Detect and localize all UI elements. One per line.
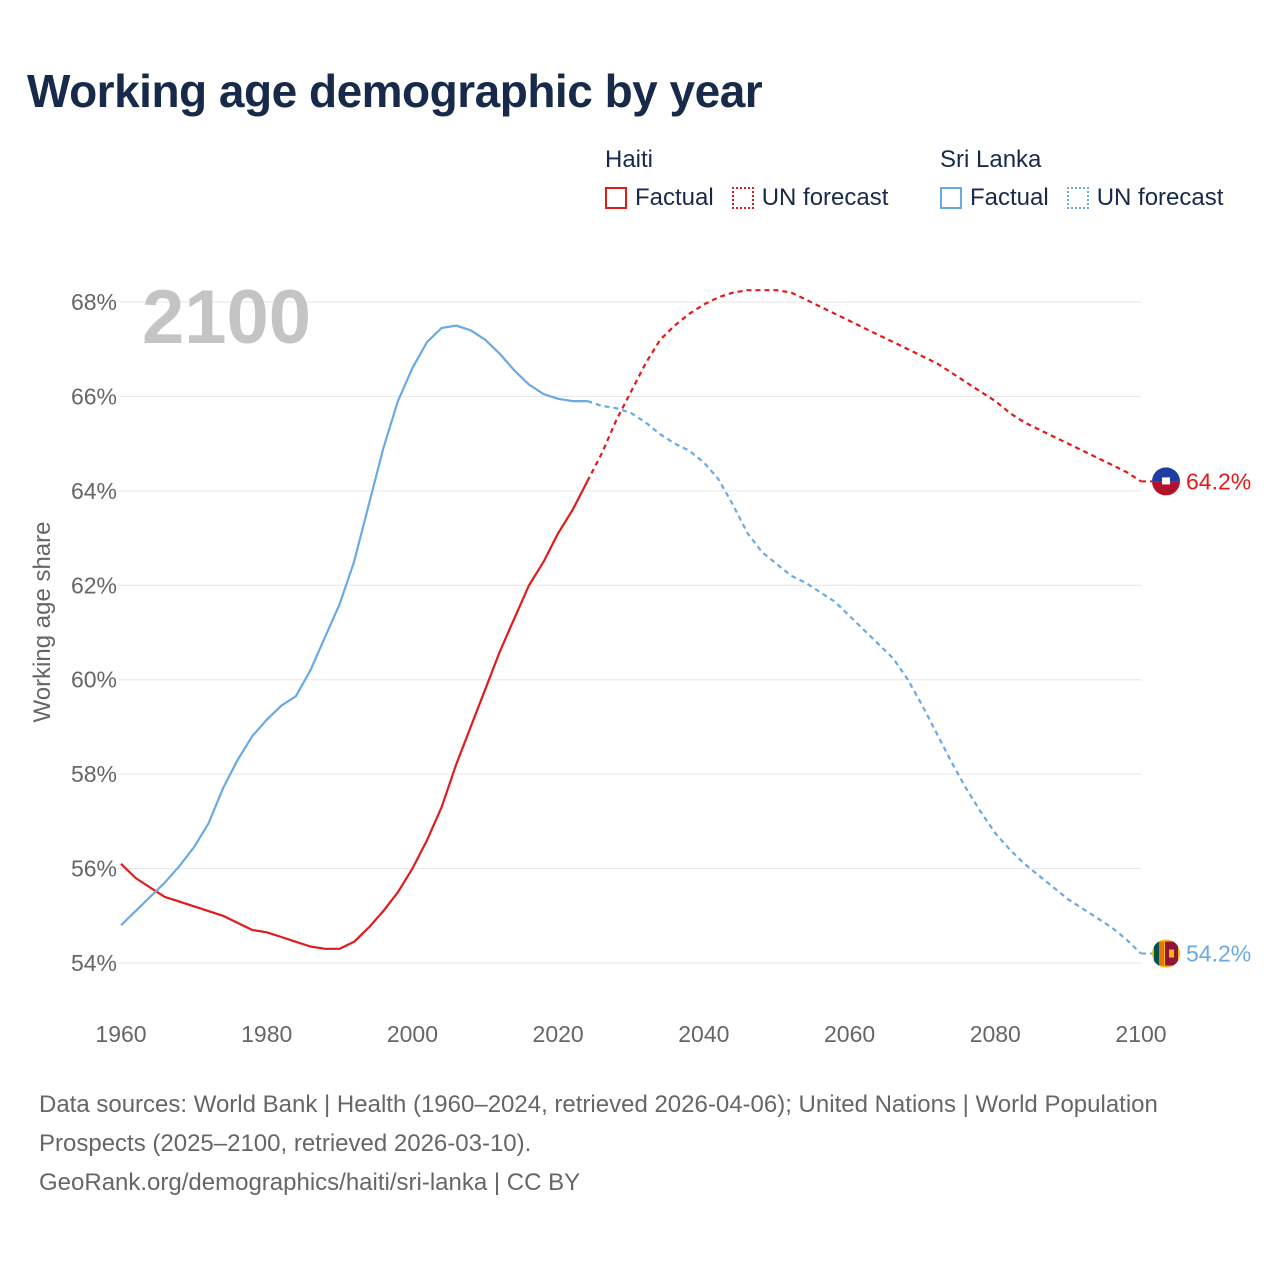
x-tick-label: 1980 [241,1021,292,1047]
sources-text: Data sources: World Bank | Health (1960–… [39,1091,1158,1157]
legend-item-sri-lanka-forecast[interactable]: UN forecast [1066,184,1224,212]
flag-lion [1169,949,1174,958]
y-tick-label: 66% [71,383,117,409]
series-line-sri-lanka-forecast [586,400,1142,955]
legend-swatch-sri-lanka-factual [940,187,962,209]
data-sources: Data sources: World Bank | Health (1960–… [39,1085,1219,1202]
year-watermark: 2100 [142,275,311,360]
sources-link[interactable]: GeoRank.org/demographics/haiti/sri-lanka… [39,1169,581,1196]
legend-group-haiti: Haiti Factual UN forecast [605,143,906,212]
flag-stripe [1159,941,1164,966]
x-tick-label: 2100 [1115,1021,1166,1047]
legend-swatch-haiti-factual [605,187,627,209]
flag-body [1152,467,1180,496]
chart-title: Working age demographic by year [27,65,763,117]
legend-label: Factual [635,184,714,211]
y-tick-label: 64% [71,478,117,504]
series-end-markers: 64.2% 54.2% [1141,467,1251,968]
x-tick-label: 2020 [533,1021,584,1047]
series-line-haiti-factual [120,480,589,950]
y-tick-label: 58% [71,761,117,787]
gridlines [118,301,1141,964]
legend-label: UN forecast [1096,184,1224,211]
haiti-flag-icon [1152,467,1180,496]
flag-body [1152,939,1180,968]
y-tick-label: 68% [71,289,117,315]
flag-emblem [1162,477,1170,485]
series-end-label: 54.2% [1186,941,1251,967]
legend-swatch-haiti-forecast [731,187,754,209]
legend-item-haiti-forecast[interactable]: UN forecast [731,184,889,212]
legend-group-name: Haiti [605,146,654,173]
legend-group-sri-lanka: Sri Lanka Factual UN forecast [940,143,1241,212]
flag-stripe [1154,941,1159,966]
x-tick-label: 2060 [824,1021,875,1047]
legend-swatch-sri-lanka-forecast [1066,187,1089,209]
series-line-haiti-forecast [586,289,1142,483]
legend-label: UN forecast [761,184,889,211]
flag-stripe [1152,481,1180,496]
series-lines [120,289,1142,955]
legend-item-haiti-factual[interactable]: Factual [605,184,714,212]
legend-item-sri-lanka-factual[interactable]: Factual [940,184,1049,212]
x-axis-ticks: 1960 1980 2000 2020 2040 2060 2080 2100 [95,1021,1166,1047]
legend-group-name: Sri Lanka [940,146,1042,173]
flag-stripe [1152,467,1180,482]
x-tick-label: 1960 [95,1021,146,1047]
series-end-label: 64.2% [1186,468,1251,494]
y-tick-label: 56% [71,856,117,882]
y-axis-ticks: 54% 56% 58% 60% 62% 64% 66% 68% [71,289,117,976]
x-tick-label: 2040 [678,1021,729,1047]
legend-label: Factual [970,184,1049,211]
series-line-sri-lanka-factual [120,324,588,926]
y-tick-label: 54% [71,950,117,976]
y-tick-label: 60% [71,667,117,693]
y-tick-label: 62% [71,572,117,598]
x-tick-label: 2080 [970,1021,1021,1047]
x-tick-label: 2000 [387,1021,438,1047]
y-axis-label: Working age share [29,522,56,723]
sri-lanka-flag-icon [1152,939,1180,968]
